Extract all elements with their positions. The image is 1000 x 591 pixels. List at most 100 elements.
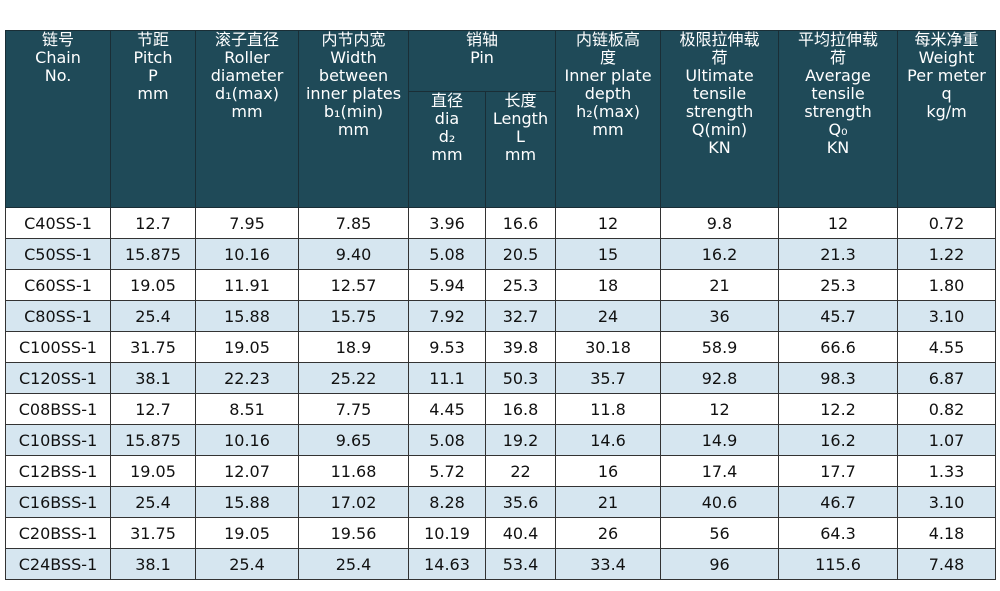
header-line: q — [941, 84, 952, 103]
header-line: tensile — [692, 84, 747, 103]
table-cell: 33.4 — [555, 548, 662, 580]
table-cell: 9.40 — [298, 238, 409, 270]
header-line: diameter — [210, 66, 284, 85]
table-cell: 14.6 — [555, 424, 662, 456]
table-cell: 15 — [555, 238, 662, 270]
table-cell: 53.4 — [484, 548, 557, 580]
table-row: C120SS-1 38.1 22.23 25.22 11.1 50.3 35.7 92.8 98… — [5, 362, 997, 394]
table-cell: 5.08 — [408, 238, 486, 270]
header-line: Average — [805, 66, 871, 85]
table-cell: 25.4 — [195, 548, 299, 580]
table-cell: 24 — [555, 300, 662, 332]
table-cell: 21 — [555, 486, 662, 518]
table-cell: 96 — [660, 548, 780, 580]
table-cell: 10.16 — [195, 424, 299, 456]
header-line: L — [516, 127, 525, 146]
table-cell: 35.7 — [555, 362, 662, 394]
table-cell: 11.1 — [408, 362, 486, 394]
header-line: dia — [434, 109, 460, 128]
header-cell-box: 极限拉伸载荷 Ultimate tensile strength Q(min) KN — [661, 31, 778, 206]
header-bottom: Q(min) KN — [661, 121, 778, 157]
header-cell-box: 平均拉伸载荷 Average tensile strength Q₀ KN — [779, 31, 897, 206]
table-cell: 10.16 — [195, 238, 299, 270]
table-row: C50SS-1 15.875 10.16 9.40 5.08 20.5 15 16.2 21.3… — [5, 238, 997, 270]
table-cell: C80SS-1 — [5, 300, 111, 332]
table-cell: 66.6 — [778, 331, 899, 363]
table-cell: 8.28 — [408, 486, 486, 518]
table-cell: 14.9 — [660, 424, 780, 456]
header-cell-box: 直径 dia d₂ mm — [409, 92, 485, 207]
header-line: Q(min) — [691, 120, 748, 139]
header-line: Pin — [470, 48, 494, 67]
table-cell: 11.68 — [298, 455, 409, 487]
header-line: between — [318, 66, 389, 85]
table-cell: 17.4 — [660, 455, 780, 487]
table-cell: 19.56 — [298, 517, 409, 549]
table-row: C40SS-1 12.7 7.95 7.85 3.96 16.6 12 9.8 12 0.72 — [5, 207, 997, 239]
header-top: 内链板高度 Inner plate depth — [556, 31, 660, 103]
header-bottom: d₂ mm — [409, 128, 485, 164]
header-cell-box: 内节内宽 Width between inner plates b₁(min) mm — [299, 31, 408, 206]
header-line: Per meter — [907, 66, 986, 85]
header-line: P — [148, 66, 158, 85]
table-cell: 20.5 — [484, 238, 557, 270]
table-cell: 22 — [484, 455, 557, 487]
header-line: 内节内宽 — [321, 30, 386, 49]
table-cell: 15.75 — [298, 300, 409, 332]
header-line: Weight — [918, 48, 975, 67]
header-line: Length — [492, 109, 549, 128]
table-cell: 14.63 — [408, 548, 486, 580]
table-cell: 46.7 — [778, 486, 899, 518]
header-cell-box: 每米净重 Weight Per meter q kg/m — [898, 31, 995, 206]
header-top: 平均拉伸载荷 Average tensile strength — [779, 31, 897, 121]
table-cell: 3.10 — [897, 300, 997, 332]
header-cell: 滚子直径 Roller diameter d₁(max) mm — [195, 30, 299, 208]
table-cell: 9.65 — [298, 424, 409, 456]
table-cell: 1.07 — [897, 424, 997, 456]
header-top: 链号 — [6, 31, 110, 49]
table-row: C24BSS-1 38.1 25.4 25.4 14.63 53.4 33.4 96 115.6… — [5, 548, 997, 580]
header-cell: 销轴 Pin — [407, 30, 557, 92]
table-cell: 12 — [778, 207, 899, 239]
table-row: C20BSS-1 31.75 19.05 19.56 10.19 40.4 26 56 64.3… — [5, 517, 997, 549]
table-cell: 21 — [660, 269, 780, 301]
table-cell: 10.19 — [408, 517, 486, 549]
table-cell: 7.48 — [897, 548, 997, 580]
table-cell: 25.22 — [298, 362, 409, 394]
header-cell: 极限拉伸载荷 Ultimate tensile strength Q(min) KN — [660, 30, 780, 208]
table-cell: C100SS-1 — [5, 331, 111, 363]
table-cell: 12.7 — [110, 393, 196, 425]
header-line: 平均拉伸载 — [798, 30, 879, 49]
table-cell: 19.05 — [110, 455, 196, 487]
table-cell: 17.02 — [298, 486, 409, 518]
table-cell: C50SS-1 — [5, 238, 111, 270]
header-line: Width — [330, 48, 377, 67]
table-cell: 5.94 — [408, 269, 486, 301]
table-cell: 1.22 — [897, 238, 997, 270]
header-top: 节距 Pitch — [111, 31, 195, 67]
header-line: Inner plate — [564, 66, 652, 85]
table-cell: 16.2 — [660, 238, 780, 270]
table-cell: 19.05 — [110, 269, 196, 301]
header-line: mm — [504, 145, 537, 164]
table-cell: 39.8 — [484, 331, 557, 363]
table-cell: 15.875 — [110, 424, 196, 456]
table-cell: 3.96 — [408, 207, 486, 239]
header-line: d₁(max) — [215, 84, 279, 103]
header-line: mm — [231, 102, 263, 121]
table-cell: 98.3 — [778, 362, 899, 394]
header-line: h₂(max) — [576, 102, 640, 121]
table-cell: 35.6 — [484, 486, 557, 518]
table-cell: 17.7 — [778, 455, 899, 487]
table-cell: C16BSS-1 — [5, 486, 111, 518]
table-cell: 21.3 — [778, 238, 899, 270]
header-cell-box: 滚子直径 Roller diameter d₁(max) mm — [196, 31, 298, 206]
header-line: mm — [592, 120, 624, 139]
table-cell: 19.05 — [195, 331, 299, 363]
